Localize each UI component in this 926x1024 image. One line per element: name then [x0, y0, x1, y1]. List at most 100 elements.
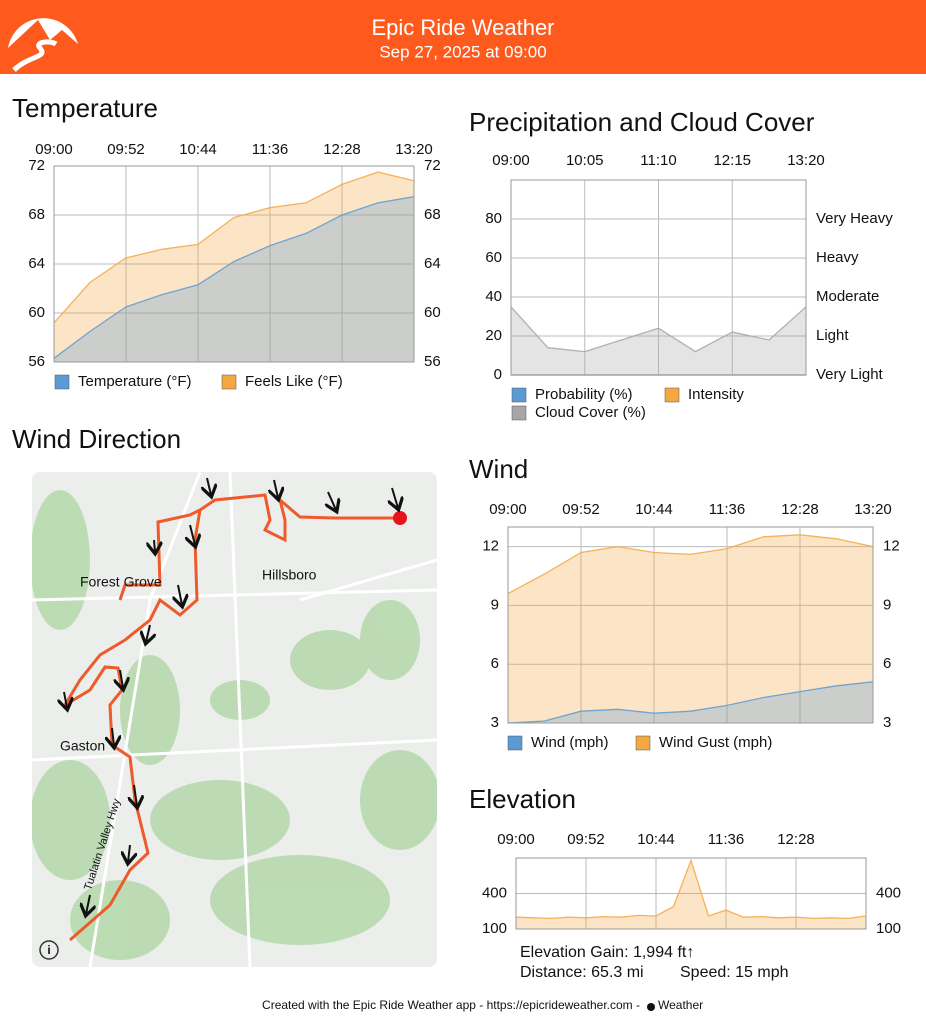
legend-label: Feels Like (°F)	[245, 373, 343, 390]
y2-tick-label: 3	[883, 714, 891, 731]
y-tick-label: 68	[28, 206, 45, 223]
y-tick-label: 56	[28, 353, 45, 370]
x-tick-label: 10:44	[637, 831, 675, 848]
y2-tick-label: 6	[883, 655, 891, 672]
chart-title: Precipitation and Cloud Cover	[469, 107, 815, 137]
area	[54, 172, 414, 362]
x-tick-label: 13:20	[854, 501, 892, 518]
elevation-stat: Elevation Gain: 1,994 ft↑	[520, 944, 694, 961]
apple-icon	[647, 1003, 655, 1011]
legend-label: Wind (mph)	[531, 734, 609, 751]
x-tick-label: 11:36	[708, 831, 744, 848]
y2-tick-label: 60	[424, 304, 441, 321]
line	[507, 534, 874, 595]
x-tick-label: 10:44	[179, 141, 217, 158]
y-tick-label: 3	[491, 714, 499, 731]
chart-title: Wind	[469, 454, 528, 484]
x-tick-label: 11:36	[252, 141, 288, 158]
legend-swatch	[221, 374, 237, 390]
y-tick-label: 0	[494, 366, 502, 383]
app-subtitle: Sep 27, 2025 at 09:00	[379, 42, 546, 61]
map-label: Gaston	[60, 738, 105, 754]
legend-label: Intensity	[688, 386, 744, 403]
legend-swatch	[511, 405, 527, 421]
legend-label: Cloud Cover (%)	[535, 404, 646, 421]
y-tick-label: 60	[485, 249, 502, 266]
x-tick-label: 09:52	[567, 831, 605, 848]
area	[511, 306, 806, 375]
legend-swatch	[507, 735, 523, 751]
logo	[8, 18, 78, 72]
footer-brand: Weather	[658, 998, 703, 1012]
y2-tick-label: 64	[424, 255, 441, 272]
y2-tick-label: 100	[876, 920, 901, 937]
y2-tick-label: 56	[424, 353, 441, 370]
x-tick-label: 12:28	[777, 831, 815, 848]
x-tick-label: 13:20	[395, 141, 433, 158]
legend-swatch	[511, 387, 527, 403]
plot-frame	[515, 857, 867, 930]
line	[53, 171, 415, 324]
x-tick-label: 10:44	[635, 501, 673, 518]
x-tick-label: 09:52	[107, 141, 145, 158]
footer-text: Created with the Epic Ride Weather app -…	[262, 998, 640, 1012]
svg-text:i: i	[47, 943, 50, 957]
chart-title: Elevation	[469, 784, 576, 814]
legend-label: Wind Gust (mph)	[659, 734, 772, 751]
y-tick-label: 64	[28, 255, 45, 272]
y2-tick-label: Very Light	[816, 366, 884, 383]
line	[53, 195, 415, 359]
y-tick-label: 20	[485, 327, 502, 344]
elevation-stat: Speed: 15 mph	[680, 964, 789, 981]
header-bar	[0, 0, 926, 74]
y-tick-label: 400	[482, 884, 507, 901]
area	[508, 681, 873, 723]
map-label: Hillsboro	[262, 567, 317, 583]
x-tick-label: 11:36	[709, 501, 745, 518]
line	[515, 858, 867, 920]
x-tick-label: 13:20	[787, 152, 825, 169]
x-tick-label: 10:05	[566, 152, 604, 169]
y-tick-label: 100	[482, 920, 507, 937]
plot-frame	[510, 179, 807, 376]
x-tick-label: 12:28	[323, 141, 361, 158]
y2-tick-label: 9	[883, 596, 891, 613]
x-tick-label: 09:00	[492, 152, 530, 169]
plot-frame	[53, 165, 415, 363]
legend-swatch	[635, 735, 651, 751]
elevation-stat: Distance: 65.3 mi	[520, 964, 644, 981]
y2-tick-label: 12	[883, 538, 900, 555]
y2-tick-label: Light	[816, 327, 849, 344]
line	[510, 306, 807, 353]
legend-swatch	[54, 374, 70, 390]
x-tick-label: 09:52	[562, 501, 600, 518]
y2-tick-label: 72	[424, 157, 441, 174]
y2-tick-label: 68	[424, 206, 441, 223]
legend-label: Temperature (°F)	[78, 373, 192, 390]
x-tick-label: 09:00	[489, 501, 527, 518]
legend-label: Probability (%)	[535, 386, 633, 403]
chart-title: Temperature	[12, 93, 158, 123]
y2-tick-label: 400	[876, 884, 901, 901]
y2-tick-label: Heavy	[816, 249, 859, 266]
map: Forest Grove Hillsboro Gaston Tualatin V…	[32, 472, 437, 967]
plot-frame	[507, 526, 874, 724]
legend-swatch	[664, 387, 680, 403]
x-tick-label: 12:15	[713, 152, 751, 169]
y-tick-label: 40	[485, 288, 502, 305]
x-tick-label: 09:00	[497, 831, 535, 848]
y-tick-label: 80	[485, 210, 502, 227]
line	[507, 681, 874, 724]
x-tick-label: 12:28	[781, 501, 819, 518]
area	[54, 196, 414, 362]
app-title: Epic Ride Weather	[371, 15, 554, 40]
y-tick-label: 6	[491, 655, 499, 672]
y2-tick-label: Moderate	[816, 288, 879, 305]
area	[508, 534, 873, 723]
x-tick-label: 09:00	[35, 141, 73, 158]
y-tick-label: 72	[28, 157, 45, 174]
y-tick-label: 60	[28, 304, 45, 321]
map-title: Wind Direction	[12, 424, 181, 454]
x-tick-label: 11:10	[640, 152, 676, 169]
